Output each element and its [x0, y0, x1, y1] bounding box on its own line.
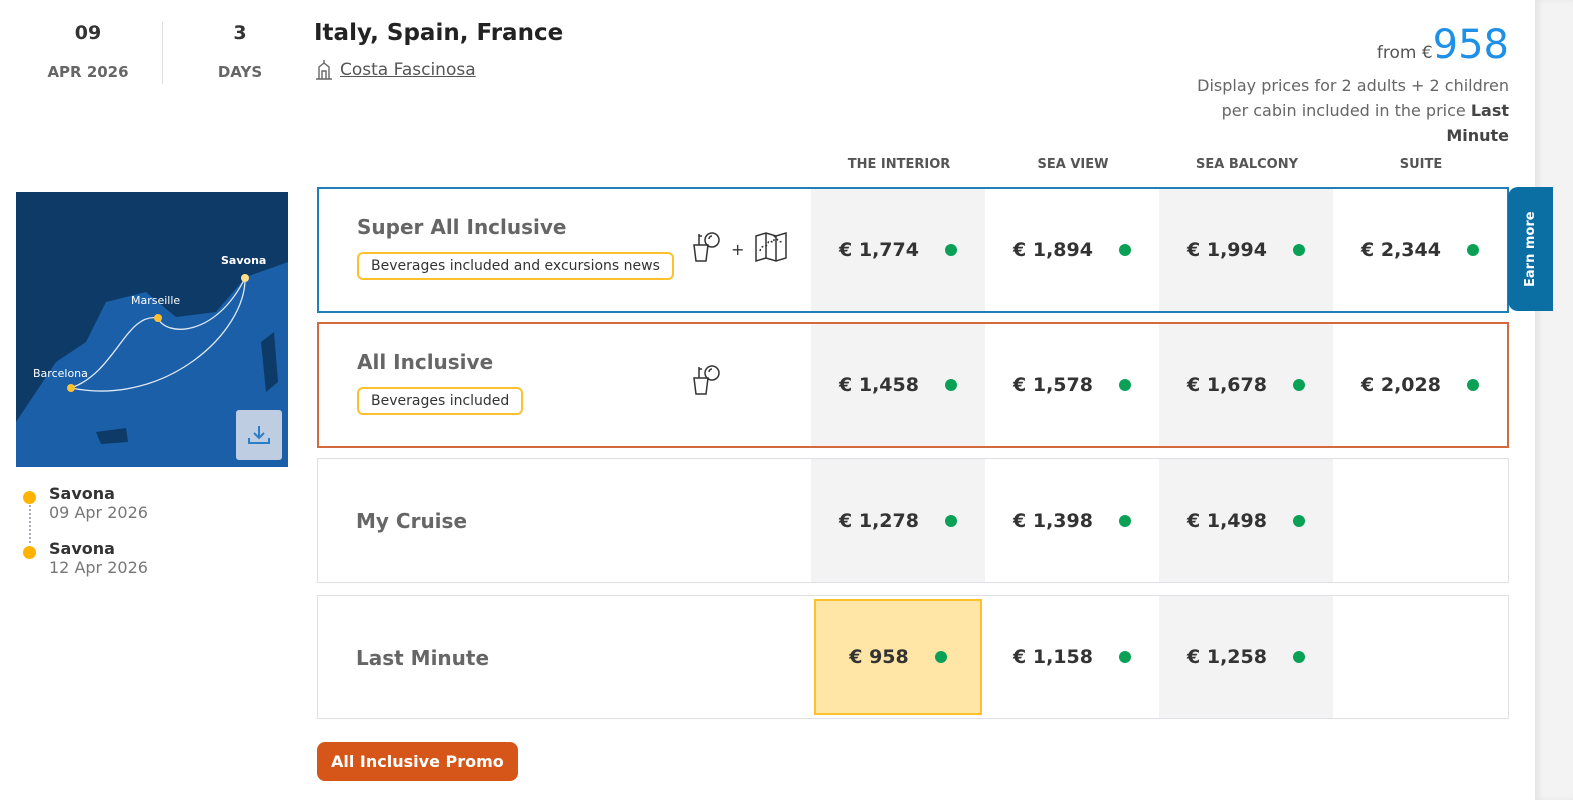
- departure-day: 09: [74, 22, 102, 44]
- availability-dot: [1292, 514, 1305, 527]
- stop-port: Savona: [49, 539, 115, 558]
- availability-dot: [1292, 379, 1305, 391]
- availability-dot: [934, 651, 947, 663]
- price-cell[interactable]: € 1,894: [985, 189, 1159, 311]
- fare-name: Last Minute: [356, 646, 490, 670]
- column-header: SEA BALCONY: [1196, 157, 1298, 172]
- price-value: € 1,678: [1187, 374, 1267, 396]
- fare-row: My Cruise € 1,278 € 1,398 € 1,498: [317, 458, 1509, 583]
- stop-dot: [23, 546, 36, 559]
- ship-icon: [316, 60, 332, 80]
- price-cell[interactable]: € 1,158: [985, 596, 1159, 718]
- price-cell[interactable]: € 1,278: [811, 459, 985, 582]
- route-map[interactable]: Savona Marseille Barcelona: [16, 192, 288, 467]
- itinerary-stop: Savona 12 Apr 2026: [22, 539, 148, 594]
- itinerary-stop: Savona 09 Apr 2026: [22, 484, 148, 539]
- divider: [162, 22, 163, 84]
- price-value: € 1,158: [1013, 646, 1093, 668]
- price-cell[interactable]: € 1,398: [985, 459, 1159, 582]
- from-price: from €958: [1377, 22, 1509, 68]
- price-value: € 1,258: [1187, 646, 1267, 668]
- price-cell[interactable]: € 1,458: [811, 324, 985, 446]
- price-note: Display prices for 2 adults + 2 children…: [1189, 73, 1509, 148]
- availability-dot: [1466, 244, 1479, 256]
- download-map-button[interactable]: [236, 410, 282, 460]
- map-graphic: Savona Marseille Barcelona: [16, 254, 288, 467]
- itinerary: Savona 09 Apr 2026 Savona 12 Apr 2026: [22, 484, 148, 594]
- fare-name: Super All Inclusive: [357, 215, 567, 239]
- price-cell[interactable]: € 2,028: [1333, 324, 1507, 446]
- price-value: € 1,278: [839, 509, 919, 532]
- price-value: € 2,344: [1361, 239, 1441, 261]
- price-value: € 2,028: [1361, 374, 1441, 396]
- fare-badge: Beverages included and excursions news: [357, 252, 674, 280]
- fare-row: Last Minute € 958 € 1,158 € 1,258: [317, 595, 1509, 719]
- drink-icon: [691, 231, 721, 267]
- departure-month: APR 2026: [47, 63, 129, 81]
- map-label: Marseille: [131, 294, 180, 307]
- availability-dot: [944, 514, 957, 527]
- availability-dot: [1466, 379, 1479, 391]
- price-value: € 1,994: [1187, 239, 1267, 261]
- download-icon: [248, 426, 270, 444]
- price-value: € 1,774: [839, 239, 919, 261]
- ship-info: Costa Fascinosa: [314, 59, 476, 81]
- cruise-title: Italy, Spain, France: [314, 20, 564, 46]
- price-cell[interactable]: € 1,578: [985, 324, 1159, 446]
- price-cell[interactable]: € 1,258: [1159, 596, 1333, 718]
- map-icon: [754, 231, 788, 267]
- ship-link[interactable]: Costa Fascinosa: [340, 60, 476, 80]
- stop-date: 09 Apr 2026: [49, 503, 148, 522]
- plus-icon: +: [731, 239, 745, 259]
- price-cell[interactable]: € 2,344: [1333, 189, 1507, 311]
- column-header: THE INTERIOR: [847, 157, 951, 172]
- from-value: 958: [1432, 22, 1509, 68]
- price-value: € 1,498: [1187, 509, 1267, 532]
- availability-dot: [1118, 651, 1131, 663]
- price-value: € 958: [849, 646, 909, 668]
- fare-badge: Beverages included: [357, 387, 524, 415]
- price-note-text: Display prices for 2 adults + 2 children…: [1197, 76, 1509, 120]
- availability-dot: [1118, 379, 1131, 391]
- price-cell[interactable]: € 1,994: [1159, 189, 1333, 311]
- price-cell[interactable]: € 1,498: [1159, 459, 1333, 582]
- stop-port: Savona: [49, 484, 115, 503]
- price-value: € 1,578: [1013, 374, 1093, 396]
- availability-dot: [1118, 244, 1131, 256]
- fare-icons: [691, 364, 721, 400]
- price-value: € 1,398: [1013, 509, 1093, 532]
- availability-dot: [944, 244, 957, 256]
- availability-dot: [1292, 651, 1305, 663]
- price-value: € 1,894: [1013, 239, 1093, 261]
- price-note-fare: Last Minute: [1446, 101, 1509, 145]
- fare-icons: +: [691, 231, 788, 267]
- fare-name: All Inclusive: [357, 350, 494, 374]
- map-label: Savona: [221, 254, 266, 267]
- price-cell[interactable]: € 1,774: [811, 189, 985, 311]
- price-cell[interactable]: € 958: [814, 599, 982, 715]
- availability-dot: [944, 379, 957, 391]
- duration-count: 3: [233, 22, 247, 44]
- all-inclusive-promo-button[interactable]: All Inclusive Promo: [317, 742, 518, 781]
- price-value: € 1,458: [839, 374, 919, 396]
- column-header: SEA VIEW: [1037, 157, 1109, 172]
- itinerary-connector: [29, 505, 31, 543]
- fare-name: My Cruise: [356, 509, 468, 533]
- earn-more-tab[interactable]: Earn more: [1508, 187, 1553, 311]
- drink-icon: [691, 364, 721, 400]
- availability-dot: [1292, 244, 1305, 256]
- price-cell[interactable]: € 1,678: [1159, 324, 1333, 446]
- fare-row: Super All Inclusive Beverages included an…: [317, 187, 1509, 313]
- column-header: SUITE: [1399, 157, 1443, 172]
- map-label: Barcelona: [33, 367, 88, 380]
- availability-dot: [1118, 514, 1131, 527]
- page-edge: [1535, 0, 1573, 800]
- fare-row: All Inclusive Beverages included € 1,458 € …: [317, 322, 1509, 448]
- from-label: from €: [1376, 43, 1433, 63]
- stop-dot: [23, 491, 36, 504]
- stop-date: 12 Apr 2026: [49, 558, 148, 577]
- duration-label: DAYS: [217, 63, 263, 81]
